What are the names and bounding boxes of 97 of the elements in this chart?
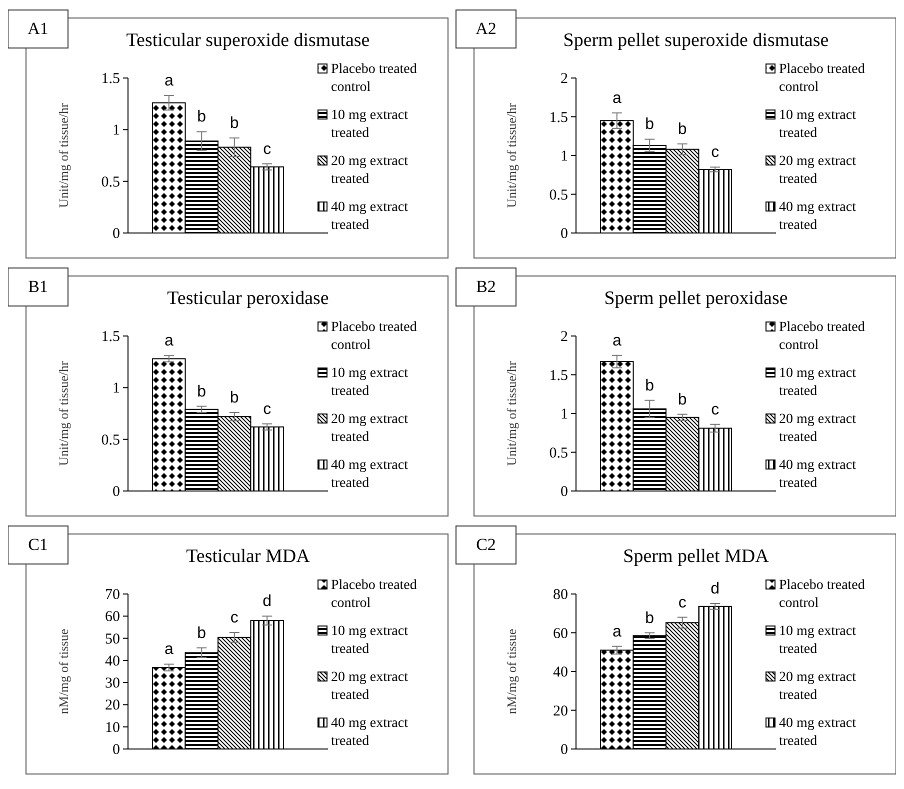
legend-label: 20 mg extract treated bbox=[331, 154, 408, 187]
legend-label: Placebo treated control bbox=[331, 320, 417, 353]
legend-label: 20 mg extract treated bbox=[331, 412, 408, 445]
y-tick-label: 1.5 bbox=[101, 71, 120, 87]
y-tick-label: 1.5 bbox=[101, 329, 120, 345]
legend-label: Placebo treated control bbox=[331, 578, 417, 611]
y-tick-label: 40 bbox=[105, 653, 120, 670]
text: B1 bbox=[28, 277, 48, 296]
data-label: b bbox=[645, 610, 654, 627]
y-tick-label: 60 bbox=[105, 609, 120, 626]
y-tick-label: 2 bbox=[560, 71, 568, 87]
y-tick-label: 50 bbox=[105, 631, 120, 648]
legend-label: 40 mg extract treated bbox=[779, 200, 856, 233]
legend-label: 40 mg extract treated bbox=[331, 716, 408, 749]
y-tick-label: 0 bbox=[560, 742, 568, 758]
data-label: b bbox=[230, 114, 239, 132]
data-label: c bbox=[678, 594, 686, 612]
y-tick-label: 40 bbox=[553, 664, 568, 680]
data-label: b bbox=[197, 108, 206, 126]
y-axis-title: Unit/mg of tissue/hr bbox=[504, 102, 519, 208]
data-label: a bbox=[164, 72, 174, 90]
y-tick-label: 0.5 bbox=[549, 445, 568, 462]
legend-label: 40 mg extract treated bbox=[779, 458, 856, 491]
text: C1 bbox=[28, 535, 48, 554]
text: B2 bbox=[476, 277, 496, 296]
legend-label: Placebo treated control bbox=[779, 62, 865, 95]
data-label: c bbox=[263, 140, 272, 158]
chart-title: Testicular MDA bbox=[186, 546, 310, 567]
legend-label: Placebo treated control bbox=[779, 320, 865, 353]
legend-label: 40 mg extract treated bbox=[331, 200, 408, 233]
legend-label: 40 mg extract treated bbox=[779, 716, 856, 749]
legend-label: 10 mg extract treated bbox=[779, 624, 856, 657]
data-label: a bbox=[612, 90, 622, 107]
data-label: b bbox=[678, 391, 687, 408]
y-axis-title: nM/mg of tissue bbox=[56, 628, 71, 714]
data-label: a bbox=[164, 641, 174, 658]
y-tick-label: 0 bbox=[560, 484, 568, 500]
legend-label: 20 mg extract treated bbox=[779, 670, 856, 703]
y-tick-label: 1.5 bbox=[549, 110, 568, 126]
text: A2 bbox=[476, 19, 496, 38]
legend-label: 40 mg extract treated bbox=[331, 458, 408, 491]
y-tick-label: 0 bbox=[560, 226, 568, 242]
data-label: a bbox=[164, 332, 174, 350]
y-tick-label: 20 bbox=[553, 703, 568, 720]
y-tick-label: 1 bbox=[560, 406, 568, 422]
data-label: b bbox=[197, 383, 206, 400]
data-label: b bbox=[230, 389, 239, 406]
y-axis-title: Unit/mg of tissue/hr bbox=[504, 360, 519, 466]
y-axis-title: nM/mg of tissue bbox=[504, 628, 519, 714]
y-tick-label: 0 bbox=[112, 226, 120, 242]
data-label: d bbox=[710, 580, 720, 598]
y-tick-label: 2 bbox=[560, 329, 568, 345]
y-tick-label: 1 bbox=[112, 380, 120, 397]
chart-title: Sperm pellet peroxidase bbox=[604, 288, 788, 309]
legend-label: 10 mg extract treated bbox=[331, 108, 408, 141]
data-label: a bbox=[612, 332, 622, 350]
y-axis-title: Unit/mg of tissue/hr bbox=[56, 102, 71, 208]
data-label: b bbox=[645, 377, 654, 394]
y-tick-label: 0.5 bbox=[101, 432, 120, 448]
y-tick-label: 0 bbox=[112, 742, 120, 758]
legend-label: Placebo treated control bbox=[779, 578, 865, 611]
data-label: c bbox=[711, 144, 720, 162]
legend-label: 20 mg extract treated bbox=[331, 670, 408, 703]
y-tick-label: 80 bbox=[553, 587, 568, 603]
y-tick-label: 1 bbox=[112, 122, 120, 139]
data-label: b bbox=[197, 624, 206, 642]
data-label: c bbox=[711, 401, 720, 418]
data-label: b bbox=[678, 120, 687, 138]
text: A1 bbox=[28, 19, 48, 38]
data-label: c bbox=[263, 400, 272, 418]
legend-label: Placebo treated control bbox=[331, 62, 417, 95]
y-tick-label: 60 bbox=[553, 626, 568, 642]
data-label: c bbox=[230, 610, 238, 627]
y-tick-label: 1.5 bbox=[549, 368, 568, 384]
data-label: d bbox=[262, 593, 272, 610]
y-tick-label: 20 bbox=[105, 698, 120, 714]
chart-title: Sperm pellet superoxide dismutase bbox=[563, 30, 829, 51]
y-tick-label: 10 bbox=[105, 720, 120, 736]
y-tick-label: 30 bbox=[105, 676, 120, 692]
chart-title: Testicular peroxidase bbox=[167, 288, 329, 309]
legend-label: 20 mg extract treated bbox=[779, 412, 856, 445]
legend-label: 10 mg extract treated bbox=[331, 624, 408, 657]
data-label: b bbox=[645, 116, 654, 134]
data-label: a bbox=[612, 623, 622, 640]
text: C2 bbox=[476, 535, 496, 554]
legend-label: 10 mg extract treated bbox=[779, 366, 856, 399]
legend-label: 10 mg extract treated bbox=[331, 366, 408, 399]
chart-title: Sperm pellet MDA bbox=[623, 546, 770, 567]
y-tick-label: 0.5 bbox=[101, 174, 120, 190]
y-axis-title: Unit/mg of tissue/hr bbox=[56, 360, 71, 466]
y-tick-label: 0 bbox=[112, 484, 120, 500]
y-tick-label: 0.5 bbox=[549, 187, 568, 204]
y-tick-label: 1 bbox=[560, 148, 568, 164]
legend-label: 10 mg extract treated bbox=[779, 108, 856, 141]
legend-label: 20 mg extract treated bbox=[779, 154, 856, 187]
chart-title: Testicular superoxide dismutase bbox=[126, 30, 370, 51]
y-tick-label: 70 bbox=[105, 587, 120, 603]
